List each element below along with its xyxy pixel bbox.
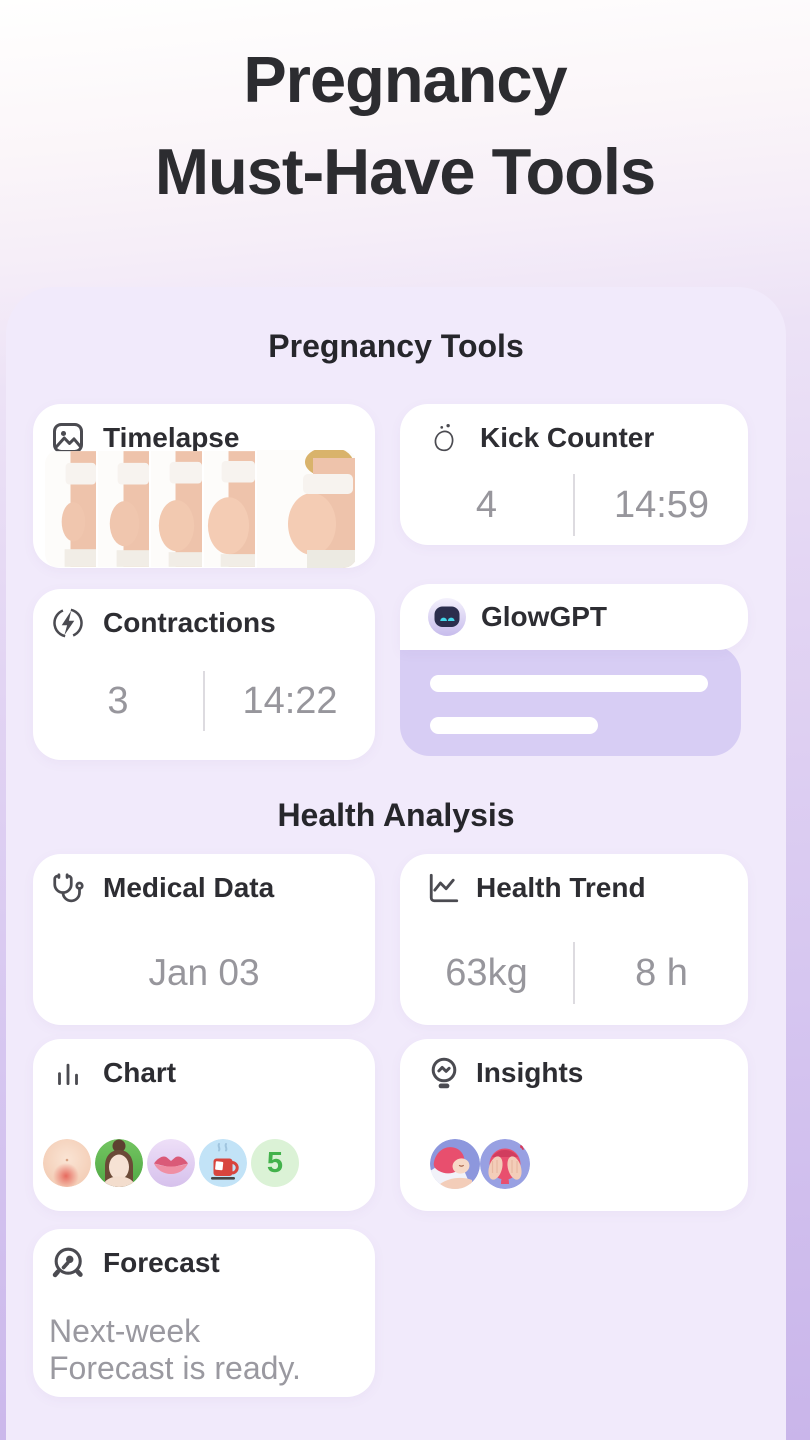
chat-placeholder-bar [430,717,598,734]
divider [203,671,205,731]
medical-data-label: Medical Data [103,872,275,903]
baby-foot-icon [426,418,466,458]
chart-header: Chart [33,1039,375,1093]
lightning-circle-icon [48,603,88,643]
lightbulb-icon [426,1053,462,1093]
insights-header: Insights [400,1039,748,1093]
symptom-woman-icon [95,1139,143,1187]
sleep-value: 8 h [635,951,688,994]
chart-card[interactable]: Chart [33,1039,375,1211]
health-trend-card[interactable]: Health Trend 63kg 8 h [400,854,748,1025]
symptom-count-badge: 5 [251,1139,299,1187]
pregnancy-photo [257,450,355,568]
contractions-count-value: 3 [107,679,129,722]
kick-counter-header: Kick Counter [400,404,748,458]
kick-counter-card[interactable]: Kick Counter 4 14:59 [400,404,748,545]
kick-counter-label: Kick Counter [480,422,655,453]
forecast-header: Forecast [33,1229,375,1283]
robot-icon [428,598,466,636]
page-title-line1: Pregnancy [243,43,567,116]
kick-count-value: 4 [475,483,498,526]
glowgpt-label: GlowGPT [481,601,607,632]
insight-sleeping-woman-avatar [430,1139,480,1189]
kick-counter-values: 4 14:59 [400,474,748,536]
forecast-label: Forecast [103,1247,220,1278]
symptom-tea-icon [199,1139,247,1187]
insight-headache-avatar [480,1139,530,1189]
kick-timer-value: 14:59 [613,483,710,526]
symptom-count-value: 5 [266,1146,284,1179]
symptom-lips-icon [147,1139,195,1187]
timelapse-card[interactable]: Timelapse [33,404,375,568]
glowgpt-card[interactable]: GlowGPT [400,584,748,756]
forecast-message: Next-week Forecast is ready. [49,1313,301,1386]
timelapse-header: Timelapse [33,404,375,458]
insights-card[interactable]: Insights [400,1039,748,1211]
chat-placeholder-bar [430,675,708,692]
section-title-health-analysis: Health Analysis [277,797,515,833]
contractions-values: 3 14:22 [33,671,375,731]
magnifier-icon [48,1243,88,1283]
health-trend-label: Health Trend [476,872,646,903]
symptom-belly-icon [43,1139,91,1187]
section-title-pregnancy-tools: Pregnancy Tools [268,328,524,364]
pregnancy-photo [204,451,255,567]
chart-label: Chart [103,1057,177,1088]
page-title: Pregnancy Must-Have Tools [0,34,810,219]
medical-data-header: Medical Data [33,854,375,908]
medical-data-date: Jan 03 [148,952,260,993]
timelapse-label: Timelapse [103,422,240,453]
bar-chart-icon [48,1053,88,1093]
medical-data-card[interactable]: Medical Data Jan 03 [33,854,375,1025]
divider [573,474,575,536]
pregnancy-photo [45,451,96,567]
health-trend-header: Health Trend [400,854,748,908]
glowgpt-chat-preview [400,645,741,756]
pregnancy-timelapse-photos [45,450,357,568]
health-trend-values: 63kg 8 h [400,942,748,1004]
divider [573,942,575,1004]
pregnancy-photo [98,451,149,567]
forecast-card[interactable]: Forecast Next-week Forecast is ready. [33,1229,375,1397]
contractions-card[interactable]: Contractions 3 14:22 [33,589,375,760]
contractions-label: Contractions [103,607,276,638]
page-title-line2: Must-Have Tools [154,135,656,209]
insights-label: Insights [476,1057,584,1088]
weight-value: 63kg [445,951,528,994]
contractions-header: Contractions [33,589,375,643]
pregnancy-photo [151,451,202,567]
stethoscope-icon [48,868,88,908]
glowgpt-header: GlowGPT [400,584,748,650]
contractions-timer-value: 14:22 [242,679,338,722]
trend-chart-icon [426,868,462,908]
